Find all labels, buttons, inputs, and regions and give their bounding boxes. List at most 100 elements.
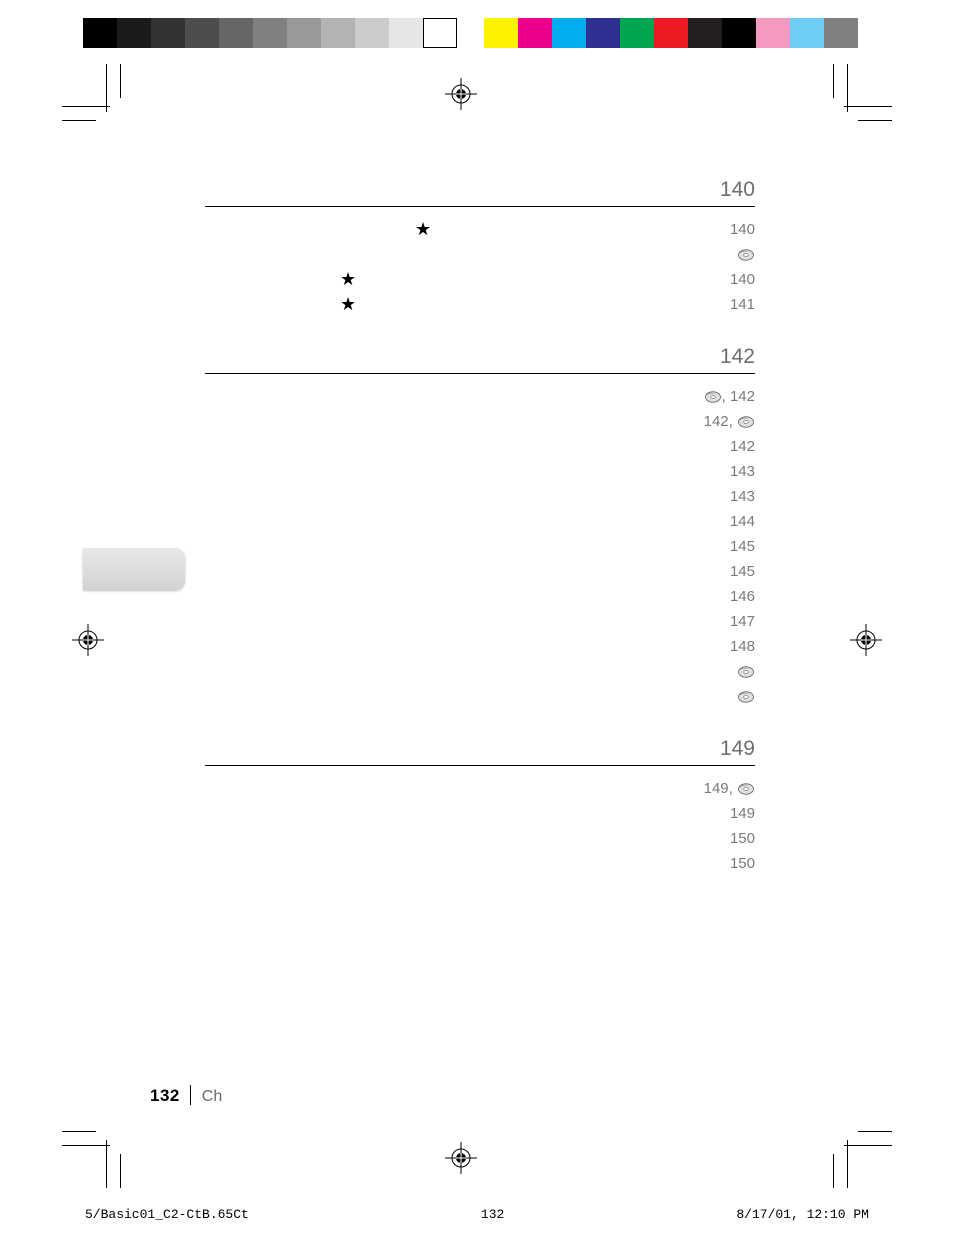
- page-content: 140★140★140★141142, 142142, 142143143144…: [205, 178, 755, 876]
- page-number-ref: 143: [730, 463, 755, 480]
- swatch: [185, 18, 219, 48]
- page-number-ref: 150: [730, 855, 755, 872]
- star-icon: ★: [415, 219, 431, 240]
- page-reference: [737, 246, 755, 263]
- page-reference: 149,: [704, 780, 755, 797]
- cropmark: [833, 64, 834, 98]
- swatch: [117, 18, 151, 48]
- section-heading: 149: [205, 737, 755, 766]
- toc-row: ★ 141: [205, 292, 755, 317]
- cropmark: [106, 1140, 107, 1188]
- page-reference: [737, 663, 755, 680]
- separator-text: ,: [729, 780, 737, 797]
- toc-row: 143: [205, 459, 755, 484]
- page-footer: 132 Ch: [150, 1085, 222, 1106]
- disc-icon: [704, 388, 722, 405]
- cropmark: [120, 64, 121, 98]
- cropmark: [62, 1145, 110, 1146]
- swatch: [287, 18, 321, 48]
- toc-row: ★ 140: [205, 267, 755, 292]
- toc-row: [205, 684, 755, 709]
- registration-mark-icon: [445, 1142, 477, 1174]
- toc-row: 145: [205, 559, 755, 584]
- page-number-ref: 142: [730, 388, 755, 405]
- toc-row: 147: [205, 609, 755, 634]
- section-tab: [83, 548, 185, 590]
- disc-icon: [737, 246, 755, 263]
- registration-mark-icon: [445, 78, 477, 110]
- disc-icon: [737, 413, 755, 430]
- swatch: [790, 18, 824, 48]
- language-label: Ch: [202, 1088, 222, 1105]
- page-number-ref: 146: [730, 588, 755, 605]
- swatch: [824, 18, 858, 48]
- page-reference: 140: [730, 221, 755, 238]
- toc-row: [205, 659, 755, 684]
- slug-file: 5/Basic01_C2-CtB.65Ct: [85, 1207, 249, 1222]
- page-number-ref: 142: [704, 413, 729, 430]
- section-heading: 142: [205, 345, 755, 374]
- toc-row: 145: [205, 534, 755, 559]
- toc-row: 143: [205, 484, 755, 509]
- separator-text: ,: [722, 388, 730, 405]
- cropmark: [62, 1131, 96, 1132]
- cropmark: [847, 1140, 848, 1188]
- toc-row: , 142: [205, 384, 755, 409]
- page-number-ref: 150: [730, 830, 755, 847]
- page-number-ref: 149: [704, 780, 729, 797]
- page-number-ref: 142: [730, 438, 755, 455]
- toc-row: 149,: [205, 776, 755, 801]
- swatch: [688, 18, 722, 48]
- page-reference: 145: [730, 538, 755, 555]
- swatch: [253, 18, 287, 48]
- page-number-ref: 149: [730, 805, 755, 822]
- toc-row: 150: [205, 851, 755, 876]
- cropmark: [62, 106, 110, 107]
- color-calibration-bar: [484, 18, 858, 48]
- swatch: [389, 18, 423, 48]
- toc-row: 150: [205, 826, 755, 851]
- cropmark: [62, 120, 96, 121]
- page-number-ref: 141: [730, 296, 755, 313]
- swatch: [484, 18, 518, 48]
- swatch: [321, 18, 355, 48]
- page-reference: 148: [730, 638, 755, 655]
- registration-mark-icon: [850, 624, 882, 656]
- page-reference: 144: [730, 513, 755, 530]
- toc-row: 142,: [205, 409, 755, 434]
- toc-row: 142: [205, 434, 755, 459]
- swatch: [620, 18, 654, 48]
- page-reference: 141: [730, 296, 755, 313]
- page-reference: [737, 688, 755, 705]
- toc-row: 149: [205, 801, 755, 826]
- star-icon: ★: [340, 294, 356, 315]
- swatch: [83, 18, 117, 48]
- swatch: [151, 18, 185, 48]
- page-number: 132: [150, 1086, 180, 1105]
- swatch: [756, 18, 790, 48]
- cropmark: [833, 1154, 834, 1188]
- page-reference: 142: [730, 438, 755, 455]
- page-reference: 149: [730, 805, 755, 822]
- toc-row: [205, 242, 755, 267]
- cropmark: [858, 120, 892, 121]
- page-reference: , 142: [704, 388, 755, 405]
- toc-row: 148: [205, 634, 755, 659]
- separator-text: ,: [729, 413, 737, 430]
- page-number-ref: 148: [730, 638, 755, 655]
- print-slug: 5/Basic01_C2-CtB.65Ct 132 8/17/01, 12:10…: [85, 1207, 869, 1222]
- cropmark: [844, 1145, 892, 1146]
- page-reference: 142,: [704, 413, 755, 430]
- page-number-ref: 140: [730, 271, 755, 288]
- toc-row: ★ 140: [205, 217, 755, 242]
- page-number-ref: 143: [730, 488, 755, 505]
- star-icon: ★: [340, 269, 356, 290]
- registration-mark-icon: [72, 624, 104, 656]
- page-reference: 143: [730, 463, 755, 480]
- page-reference: 145: [730, 563, 755, 580]
- swatch: [552, 18, 586, 48]
- page-number-ref: 145: [730, 563, 755, 580]
- toc-row: 146: [205, 584, 755, 609]
- swatch: [219, 18, 253, 48]
- cropmark: [847, 64, 848, 112]
